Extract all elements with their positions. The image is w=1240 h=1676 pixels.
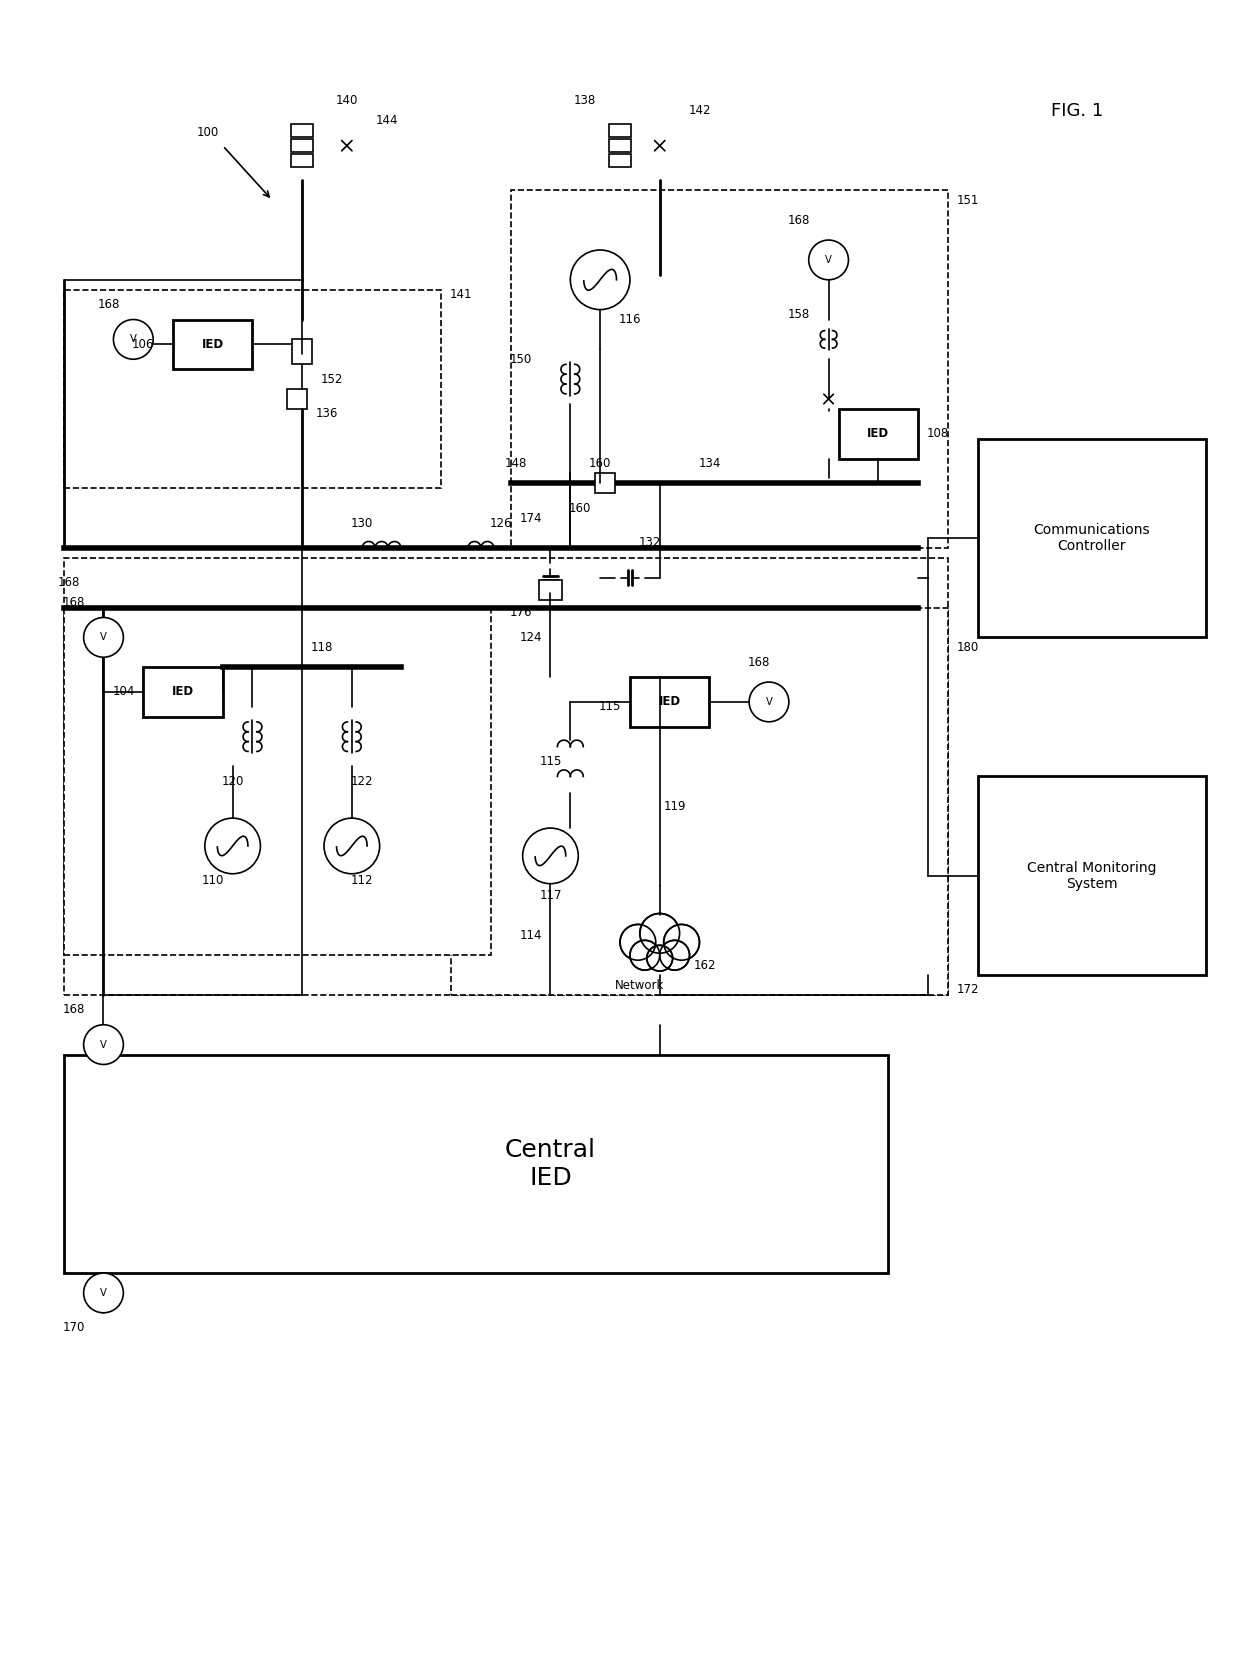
Text: 114: 114 bbox=[520, 929, 542, 942]
Text: IED: IED bbox=[658, 696, 681, 709]
Text: 136: 136 bbox=[316, 407, 339, 421]
Text: 160: 160 bbox=[589, 458, 611, 469]
Bar bbox=[174, 320, 253, 369]
Bar bbox=[538, 580, 563, 600]
Text: 168: 168 bbox=[787, 213, 810, 226]
Text: Central
IED: Central IED bbox=[505, 1138, 596, 1190]
Text: 150: 150 bbox=[510, 352, 532, 365]
Text: Network: Network bbox=[615, 979, 665, 992]
Text: IED: IED bbox=[202, 339, 223, 350]
Bar bbox=[451, 608, 947, 996]
Text: 124: 124 bbox=[520, 630, 542, 644]
Bar bbox=[293, 339, 312, 364]
Text: V: V bbox=[100, 1039, 107, 1049]
Circle shape bbox=[749, 682, 789, 722]
Text: 168: 168 bbox=[57, 577, 79, 590]
Text: V: V bbox=[100, 632, 107, 642]
Text: 140: 140 bbox=[336, 94, 358, 107]
Text: 172: 172 bbox=[956, 984, 978, 997]
Circle shape bbox=[83, 1024, 123, 1064]
Text: IED: IED bbox=[172, 685, 193, 699]
Text: 100: 100 bbox=[197, 126, 219, 139]
Text: 152: 152 bbox=[321, 372, 343, 385]
Bar bbox=[63, 558, 947, 996]
Bar bbox=[838, 409, 918, 459]
Text: Communications
Controller: Communications Controller bbox=[1033, 523, 1151, 553]
Circle shape bbox=[83, 617, 123, 657]
Text: FIG. 1: FIG. 1 bbox=[1050, 102, 1104, 121]
Bar bbox=[291, 124, 312, 137]
Text: 119: 119 bbox=[663, 799, 686, 813]
Text: 120: 120 bbox=[222, 774, 244, 788]
Bar bbox=[609, 154, 631, 168]
Text: 134: 134 bbox=[698, 458, 720, 469]
Text: 180: 180 bbox=[956, 640, 978, 654]
Text: 141: 141 bbox=[450, 288, 472, 302]
Circle shape bbox=[663, 925, 699, 960]
Text: 130: 130 bbox=[351, 516, 373, 530]
Bar bbox=[609, 139, 631, 153]
Text: 174: 174 bbox=[520, 511, 542, 525]
Circle shape bbox=[647, 945, 672, 970]
Text: 151: 151 bbox=[956, 194, 978, 206]
Bar bbox=[977, 439, 1207, 637]
Text: 104: 104 bbox=[112, 685, 135, 699]
Circle shape bbox=[113, 320, 154, 359]
Text: 118: 118 bbox=[311, 640, 334, 654]
Text: 122: 122 bbox=[351, 774, 373, 788]
Circle shape bbox=[522, 828, 578, 883]
Bar bbox=[144, 667, 223, 717]
Text: 168: 168 bbox=[97, 298, 119, 312]
Text: V: V bbox=[765, 697, 773, 707]
Text: 176: 176 bbox=[510, 607, 532, 618]
Text: Central Monitoring
System: Central Monitoring System bbox=[1027, 861, 1157, 892]
Text: 138: 138 bbox=[574, 94, 596, 107]
Bar bbox=[595, 473, 615, 493]
Text: IED: IED bbox=[867, 427, 889, 441]
Text: 115: 115 bbox=[599, 701, 621, 714]
Bar bbox=[63, 290, 441, 488]
Text: 117: 117 bbox=[539, 888, 562, 902]
Text: 116: 116 bbox=[619, 313, 641, 327]
Text: 158: 158 bbox=[787, 308, 810, 322]
Text: 108: 108 bbox=[926, 427, 949, 441]
Text: 132: 132 bbox=[639, 536, 661, 550]
Text: 160: 160 bbox=[569, 501, 591, 515]
Bar bbox=[511, 191, 947, 548]
Text: 106: 106 bbox=[131, 339, 155, 350]
Bar bbox=[630, 677, 709, 727]
Bar bbox=[63, 608, 491, 955]
Bar bbox=[63, 1054, 888, 1274]
Text: 126: 126 bbox=[490, 516, 512, 530]
Text: 115: 115 bbox=[539, 754, 562, 768]
Circle shape bbox=[324, 818, 379, 873]
Circle shape bbox=[660, 940, 689, 970]
Circle shape bbox=[620, 925, 656, 960]
Bar bbox=[291, 139, 312, 153]
Circle shape bbox=[570, 250, 630, 310]
Bar bbox=[977, 776, 1207, 975]
Text: 144: 144 bbox=[376, 114, 398, 127]
Text: V: V bbox=[130, 335, 136, 344]
Text: 168: 168 bbox=[62, 597, 84, 608]
Circle shape bbox=[630, 940, 660, 970]
Circle shape bbox=[83, 1274, 123, 1312]
Text: 170: 170 bbox=[62, 1321, 84, 1334]
Circle shape bbox=[808, 240, 848, 280]
Text: 162: 162 bbox=[693, 959, 715, 972]
Circle shape bbox=[640, 913, 680, 954]
Circle shape bbox=[205, 818, 260, 873]
Text: 168: 168 bbox=[748, 655, 770, 669]
Text: 168: 168 bbox=[62, 1004, 84, 1016]
Bar bbox=[291, 154, 312, 168]
Text: 148: 148 bbox=[505, 458, 527, 469]
Text: 110: 110 bbox=[202, 875, 224, 887]
Text: 142: 142 bbox=[688, 104, 711, 117]
Text: V: V bbox=[825, 255, 832, 265]
Text: 112: 112 bbox=[351, 875, 373, 887]
Bar bbox=[288, 389, 308, 409]
Bar bbox=[609, 124, 631, 137]
Text: V: V bbox=[100, 1287, 107, 1297]
